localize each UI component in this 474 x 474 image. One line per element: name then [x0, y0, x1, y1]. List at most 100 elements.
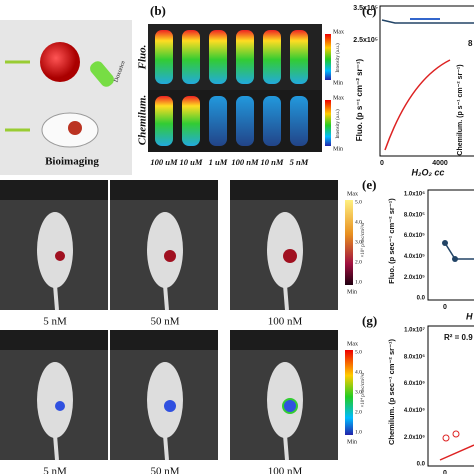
point [452, 430, 460, 438]
signal-spot [55, 251, 65, 261]
y-tick-label: 8.0x10⁵ [404, 212, 425, 218]
point [442, 434, 450, 442]
fluo-curve [381, 19, 474, 24]
tube [236, 96, 254, 146]
panel-label: (b) [150, 3, 166, 18]
tube [209, 96, 227, 146]
nanoparticle [40, 42, 80, 82]
colorbar-max: Max [333, 29, 344, 35]
concentration: 1 uM [209, 157, 228, 167]
colorbar-max: Max [347, 191, 358, 197]
signal-spot [283, 249, 297, 263]
y-tick-label: 1.0x10⁷ [404, 328, 425, 334]
concentration: 100 nM [268, 316, 303, 328]
panel-label: (c) [362, 3, 376, 18]
y-tick-label: 6.0x10⁶ [404, 381, 425, 387]
colorbar-min: Min [333, 80, 343, 86]
y-tick-label: 0.0 [417, 296, 426, 302]
y-tick-label: 3.5x10⁵ [353, 5, 378, 12]
y-tick-label: 1.0x10⁶ [404, 192, 425, 198]
x-tick-label: 0 [380, 160, 384, 167]
x-axis-label: H [466, 311, 473, 321]
tube [209, 30, 227, 84]
x-tick-label: 0 [443, 304, 447, 311]
cage-top [230, 330, 338, 350]
colorbar-tick: 3.0 [355, 239, 362, 245]
x-axis-label: H₂O₂ cc [412, 167, 445, 177]
concentration: 100 uM [150, 157, 178, 167]
tube [263, 96, 281, 146]
cage-top [0, 180, 108, 200]
cage-top [0, 330, 108, 350]
point [452, 256, 458, 262]
mouse-body [267, 212, 303, 288]
axes-frame [427, 325, 474, 467]
colorbar-unit: ×10⁶ p/sec/cm²/sr [360, 222, 366, 257]
mouse-body [147, 362, 183, 438]
signal-spot [282, 398, 298, 414]
colorbar-tick: 5.0 [355, 199, 362, 205]
y-tick-label: 2.5x10⁵ [353, 37, 378, 44]
panel-label: (e) [362, 177, 376, 192]
colorbar-tick: 5.0 [355, 349, 362, 355]
y-tick-label: 8.0x10⁶ [404, 354, 425, 360]
chem-curve [439, 444, 474, 461]
colorbar [345, 200, 353, 285]
y-axis-label: Chemilum. (p sec⁻¹ cm⁻² sr⁻¹) [387, 338, 396, 445]
y2-axis-label: Chemilum. (p s⁻¹ cm⁻² sr⁻¹) [457, 64, 464, 155]
colorbar [345, 350, 353, 435]
concentration: 10 uM [180, 157, 203, 167]
concentration: 100 nM [268, 466, 303, 474]
chem-curve [384, 59, 451, 151]
axes-frame [379, 5, 474, 157]
row-label: Fluo. [137, 45, 149, 71]
axes-frame [427, 189, 474, 301]
x-tick-label: 0 [443, 470, 447, 474]
colorbar-title: Intensity (a.u.) [336, 43, 341, 73]
colorbar-min: Min [333, 146, 343, 152]
mouse-tail [163, 434, 169, 461]
colorbar [325, 100, 331, 146]
colorbar-tick: 1.0 [355, 429, 362, 435]
mouse-body [37, 212, 73, 288]
tube [290, 96, 308, 146]
caption: Bioimaging [45, 156, 99, 168]
tube [182, 96, 200, 146]
concentration: 5 nM [290, 157, 309, 167]
y-axis-label: Fluo. (p sec⁻¹ cm⁻² sr⁻¹) [387, 198, 396, 284]
colorbar-tick: 2.0 [355, 409, 362, 415]
y2-tick-label: 8 [468, 39, 473, 48]
colorbar-unit: ×10⁴ p/sec/cm²/sr [360, 372, 366, 407]
mouse-tail [53, 284, 59, 311]
colorbar [325, 34, 331, 80]
concentration: 5 nM [43, 466, 67, 474]
tube [236, 30, 254, 84]
r-squared: R² = 0.9 [444, 333, 473, 342]
cage-top [230, 180, 338, 200]
mouse-tail [283, 284, 289, 311]
tube [290, 30, 308, 84]
tube [155, 96, 173, 146]
y-tick-label: 4.0x10⁶ [404, 408, 425, 414]
colorbar-min: Min [347, 439, 357, 445]
fluo-curve [444, 242, 474, 260]
tube [263, 30, 281, 84]
signal-spot [164, 250, 176, 262]
colorbar-tick: 4.0 [355, 219, 362, 225]
colorbar-tick: 1.0 [355, 279, 362, 285]
tube [155, 30, 173, 84]
concentration: 100 nM [231, 157, 259, 167]
signal-spot [164, 400, 176, 412]
y-axis-label: Fluo. (p s⁻¹ cm⁻² sr⁻¹) [355, 58, 364, 141]
colorbar-tick: 4.0 [355, 369, 362, 375]
mouse-tail [163, 284, 169, 311]
mouse-body [37, 362, 73, 438]
mouse-tail [53, 434, 59, 461]
x-tick-label: 4000 [432, 160, 448, 167]
mouse-tail [283, 434, 289, 461]
concentration: 10 nM [261, 157, 284, 167]
panel-label: (g) [362, 313, 377, 328]
y-tick-label: 4.0x10⁵ [404, 254, 425, 260]
cage-top [110, 330, 218, 350]
